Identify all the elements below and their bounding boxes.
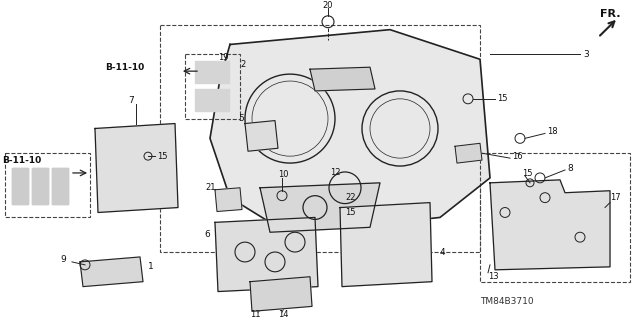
Polygon shape xyxy=(455,143,482,163)
Text: 4: 4 xyxy=(440,248,445,256)
Polygon shape xyxy=(310,67,375,91)
Text: TM84B3710: TM84B3710 xyxy=(480,297,534,306)
Text: 15: 15 xyxy=(522,169,532,178)
Bar xyxy=(195,61,229,83)
Text: 19: 19 xyxy=(218,53,228,62)
Polygon shape xyxy=(245,121,278,151)
Text: B-11-10: B-11-10 xyxy=(2,156,41,165)
Text: FR.: FR. xyxy=(600,9,621,19)
Bar xyxy=(32,168,48,204)
Text: 15: 15 xyxy=(157,152,168,161)
Text: B-11-10: B-11-10 xyxy=(105,63,144,72)
Text: 18: 18 xyxy=(547,127,557,136)
Polygon shape xyxy=(95,123,178,212)
Polygon shape xyxy=(32,168,48,204)
Text: 3: 3 xyxy=(583,50,589,59)
Text: 12: 12 xyxy=(330,168,340,177)
Polygon shape xyxy=(215,218,318,292)
Text: 15: 15 xyxy=(345,208,355,217)
Text: 2: 2 xyxy=(240,60,245,69)
Polygon shape xyxy=(340,203,432,286)
Polygon shape xyxy=(250,277,312,311)
Polygon shape xyxy=(12,168,28,204)
Text: 10: 10 xyxy=(278,170,289,179)
Bar xyxy=(480,153,630,282)
Text: 11: 11 xyxy=(250,310,260,319)
Bar xyxy=(12,168,28,204)
Bar xyxy=(5,153,90,218)
Polygon shape xyxy=(195,61,229,83)
Text: 13: 13 xyxy=(488,272,499,281)
Text: 7: 7 xyxy=(128,96,134,105)
Polygon shape xyxy=(80,257,143,286)
Bar xyxy=(160,25,480,252)
Polygon shape xyxy=(195,89,229,111)
Text: 6: 6 xyxy=(204,230,210,239)
Bar xyxy=(195,89,229,111)
Text: 5: 5 xyxy=(238,114,244,123)
Text: 15: 15 xyxy=(497,94,508,103)
Text: 8: 8 xyxy=(567,164,573,173)
Text: 16: 16 xyxy=(512,152,523,161)
Bar xyxy=(350,208,410,262)
Bar xyxy=(52,168,68,204)
Polygon shape xyxy=(260,183,380,232)
Polygon shape xyxy=(210,30,490,227)
Bar xyxy=(185,54,240,119)
Polygon shape xyxy=(52,168,68,204)
Text: 22: 22 xyxy=(345,193,355,202)
Text: 14: 14 xyxy=(278,310,289,319)
Polygon shape xyxy=(490,180,610,270)
Text: 21: 21 xyxy=(205,183,216,192)
Text: 1: 1 xyxy=(148,262,154,271)
Text: 9: 9 xyxy=(60,256,66,264)
Polygon shape xyxy=(215,188,242,211)
Text: 20: 20 xyxy=(322,1,333,11)
Text: 17: 17 xyxy=(610,193,621,202)
